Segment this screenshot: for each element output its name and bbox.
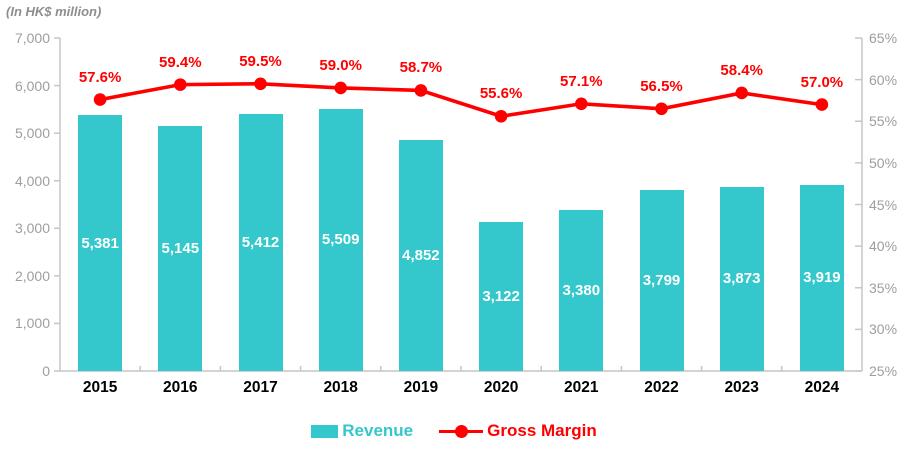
x-axis-category-label: 2022 [644, 379, 679, 396]
gross-margin-point [735, 86, 748, 100]
revenue-bar: 3,919 [799, 184, 844, 371]
revenue-bar: 3,799 [639, 190, 684, 371]
revenue-value-label: 3,799 [642, 272, 681, 290]
gross-margin-point [414, 84, 428, 97]
revenue-bar: 3,122 [479, 222, 524, 371]
right-axis-tick-label: 65% [869, 30, 898, 46]
legend-item-revenue: Revenue [311, 421, 413, 441]
left-axis-tick-label: 6,000 [14, 77, 50, 94]
x-axis-category-label: 2021 [564, 379, 599, 396]
revenue-bar: 5,145 [158, 126, 203, 371]
gross-margin-point [815, 98, 829, 111]
x-axis-category-label: 2023 [724, 379, 759, 396]
revenue-bar: 5,509 [318, 108, 363, 371]
right-axis-tick-label: 55% [869, 113, 898, 130]
left-axis-tick-label: 1,000 [14, 315, 50, 332]
gross-margin-value-label: 59.4% [159, 53, 202, 71]
revenue-value-label: 5,509 [321, 231, 360, 249]
legend-label-gross-margin: Gross Margin [487, 421, 597, 440]
gross-margin-value-label: 56.5% [640, 77, 683, 95]
x-axis-category-label: 2018 [323, 379, 358, 396]
revenue-value-label: 5,145 [161, 240, 200, 258]
gross-margin-value-label: 57.0% [800, 73, 844, 91]
axis-unit-label: (In HK$ million) [6, 4, 102, 19]
left-axis-tick-label: 4,000 [14, 172, 50, 189]
right-axis-tick-label: 30% [869, 321, 898, 338]
gross-margin-value-label: 57.1% [560, 72, 603, 90]
gross-margin-line [99, 81, 823, 119]
revenue-bar: 5,412 [238, 113, 283, 371]
gross-margin-point [655, 102, 668, 116]
left-axis-tick-label: 5,000 [14, 125, 50, 142]
legend: Revenue Gross Margin [0, 419, 908, 443]
right-axis-tick-label: 45% [869, 196, 898, 213]
gross-margin-value-label: 58.4% [720, 61, 763, 79]
revenue-value-label: 3,380 [562, 282, 601, 300]
left-axis-tick-label: 2,000 [14, 267, 50, 284]
right-axis-tick-label: 60% [869, 71, 898, 88]
revenue-swatch-icon [311, 424, 339, 438]
revenue-value-label: 3,873 [722, 270, 761, 288]
gross-margin-value-label: 55.6% [479, 85, 523, 103]
left-axis-tick-label: 0 [42, 363, 50, 379]
revenue-bar: 3,873 [719, 186, 764, 371]
gross-margin-value-label: 59.5% [239, 52, 282, 70]
revenue-bar: 5,381 [78, 115, 123, 371]
revenue-value-label: 3,919 [803, 269, 841, 287]
revenue-value-label: 5,381 [81, 234, 119, 252]
x-axis-category-label: 2019 [403, 379, 439, 396]
gross-margin-point [334, 81, 348, 95]
legend-item-gross-margin: Gross Margin [439, 421, 597, 441]
revenue-value-label: 4,852 [402, 247, 440, 265]
gross-margin-point [575, 97, 588, 111]
x-axis-category-label: 2024 [804, 379, 840, 396]
x-axis-category-label: 2015 [82, 379, 118, 396]
legend-label-revenue: Revenue [342, 421, 414, 440]
revenue-bar: 4,852 [398, 140, 443, 371]
gross-margin-point [254, 77, 267, 91]
gross-margin-line-icon [439, 424, 484, 438]
revenue-value-label: 5,412 [241, 233, 280, 251]
gross-margin-value-label: 58.7% [399, 59, 443, 77]
x-axis-category-label: 2017 [243, 379, 278, 396]
right-axis-tick-label: 35% [869, 279, 898, 296]
x-axis-category-label: 2016 [163, 379, 198, 396]
gross-margin-value-label: 59.0% [319, 56, 362, 74]
right-axis-tick-label: 40% [869, 238, 898, 255]
gross-margin-point [174, 78, 187, 91]
revenue-value-label: 3,122 [482, 288, 520, 306]
gross-margin-point [494, 109, 508, 123]
right-axis-tick-label: 25% [869, 363, 898, 379]
x-axis-category-label: 2020 [483, 379, 519, 396]
left-axis-tick-label: 3,000 [14, 220, 50, 237]
gross-margin-point [93, 93, 107, 106]
revenue-bar: 3,380 [559, 210, 604, 371]
right-axis-tick-label: 50% [869, 154, 898, 171]
gross-margin-value-label: 57.6% [78, 68, 122, 86]
left-axis-tick-label: 7,000 [14, 30, 50, 46]
